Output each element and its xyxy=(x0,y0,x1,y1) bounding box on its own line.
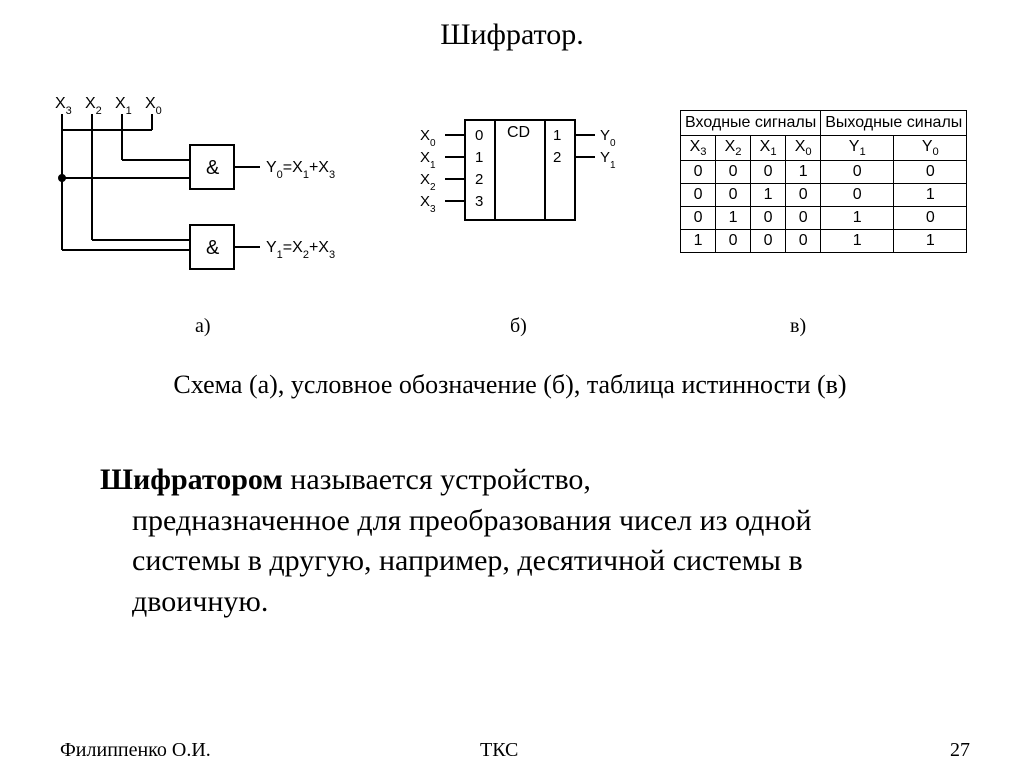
fig-label-c: в) xyxy=(790,315,806,338)
svg-text:X3: X3 xyxy=(420,193,436,215)
fig-label-b: б) xyxy=(510,315,527,338)
svg-text:&: & xyxy=(206,237,220,259)
svg-text:1: 1 xyxy=(553,127,561,144)
schematic-a: X3 X2 X1 X0 & Y0=X1+X3 xyxy=(40,90,360,300)
body-rest-line1: называется устройство, xyxy=(283,463,591,496)
truth-table: Входные сигналы Выходные синалы X3 X2 X1… xyxy=(680,110,967,253)
svg-text:Y1=X2+X3: Y1=X2+X3 xyxy=(266,239,335,261)
svg-text:Y0=X1+X3: Y0=X1+X3 xyxy=(266,159,335,181)
svg-text:CD: CD xyxy=(507,124,530,141)
svg-text:X2: X2 xyxy=(85,95,102,117)
svg-text:X1: X1 xyxy=(115,95,132,117)
svg-text:X2: X2 xyxy=(420,171,436,193)
table-row: 001001 xyxy=(681,184,967,207)
svg-text:0: 0 xyxy=(475,127,483,144)
svg-text:X0: X0 xyxy=(420,127,436,149)
table-row: 000100 xyxy=(681,161,967,184)
svg-text:Y0: Y0 xyxy=(600,127,616,149)
table-col-header-row: X3 X2 X1 X0 Y1 Y0 xyxy=(681,136,967,161)
table-row: 100011 xyxy=(681,230,967,253)
body-paragraph: Шифратором называется устройство, предна… xyxy=(100,460,920,622)
footer-course: ТКС xyxy=(480,739,518,762)
symbol-b: CD X0 0 X1 1 X2 2 X3 3 1 Y0 2 Y1 xyxy=(410,105,640,255)
table-row: 010010 xyxy=(681,207,967,230)
figure-caption: Схема (а), условное обозначение (б), таб… xyxy=(60,370,960,400)
svg-text:Y1: Y1 xyxy=(600,149,616,171)
table-header-in: Входные сигналы xyxy=(681,111,821,136)
svg-text:1: 1 xyxy=(475,149,483,166)
table-header-out: Выходные синалы xyxy=(821,111,967,136)
svg-text:X0: X0 xyxy=(145,95,162,117)
svg-text:X3: X3 xyxy=(55,95,72,117)
svg-text:2: 2 xyxy=(475,171,483,188)
footer-page: 27 xyxy=(950,739,970,762)
svg-text:3: 3 xyxy=(475,193,483,210)
page-title: Шифратор. xyxy=(0,18,1024,52)
svg-text:X1: X1 xyxy=(420,149,436,171)
body-lead: Шифратором xyxy=(100,463,283,496)
figure-area: X3 X2 X1 X0 & Y0=X1+X3 xyxy=(40,90,984,350)
footer-author: Филиппенко О.И. xyxy=(60,739,211,762)
svg-text:2: 2 xyxy=(553,149,561,166)
fig-label-a: а) xyxy=(195,315,211,338)
svg-text:&: & xyxy=(206,157,220,179)
body-rest: предназначенное для преобразования чисел… xyxy=(100,501,920,623)
